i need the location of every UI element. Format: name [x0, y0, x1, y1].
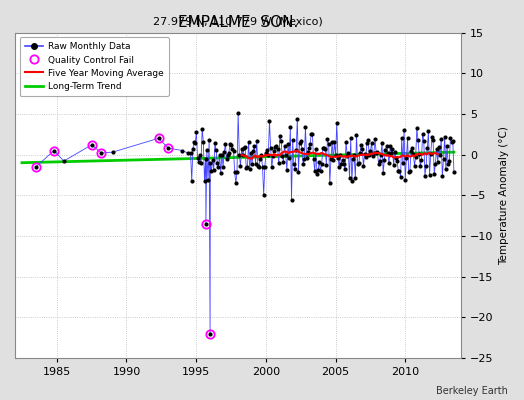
Text: 27.979 N, 110.779 W (Mexico): 27.979 N, 110.779 W (Mexico): [153, 16, 323, 26]
Title: EMPALME  SON.: EMPALME SON.: [178, 15, 298, 30]
Y-axis label: Temperature Anomaly (°C): Temperature Anomaly (°C): [499, 126, 509, 265]
Legend: Raw Monthly Data, Quality Control Fail, Five Year Moving Average, Long-Term Tren: Raw Monthly Data, Quality Control Fail, …: [19, 37, 169, 96]
Text: Berkeley Earth: Berkeley Earth: [436, 386, 508, 396]
